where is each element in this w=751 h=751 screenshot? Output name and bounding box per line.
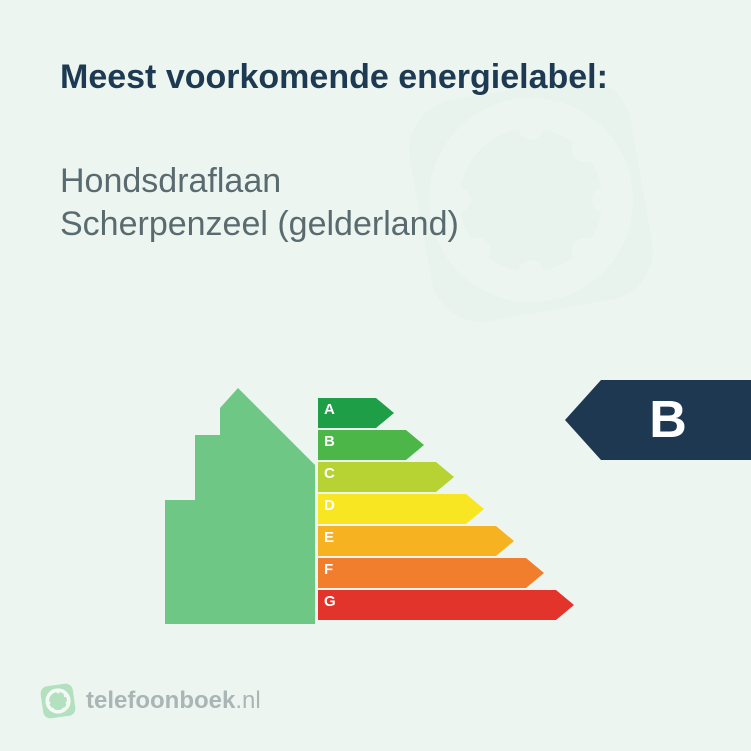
bar-label: E [324, 529, 334, 546]
bar-arrow [436, 462, 454, 492]
city-name: Scherpenzeel (gelderland) [60, 205, 459, 243]
result-badge: B [565, 380, 751, 460]
bar-arrow [376, 398, 394, 428]
bar-label: G [324, 593, 336, 610]
brand-logo-icon [40, 683, 76, 719]
street-name: Hondsdraflaan [60, 162, 281, 200]
badge-letter: B [601, 380, 751, 460]
bar-arrow [466, 494, 484, 524]
bar-label: F [324, 561, 333, 578]
bar-arrow [406, 430, 424, 460]
footer-brand: telefoonboek.nl [40, 683, 261, 719]
bar-body [318, 526, 496, 556]
bar-arrow [496, 526, 514, 556]
bar-label: C [324, 465, 335, 482]
bar-arrow [556, 590, 574, 620]
brand-tld: .nl [235, 687, 260, 714]
badge-arrow [565, 380, 601, 460]
bar-body [318, 558, 526, 588]
location-subtitle: Hondsdraflaan Scherpenzeel (gelderland) [60, 160, 459, 245]
bar-body [318, 462, 436, 492]
house-icon [160, 380, 320, 630]
brand-name: telefoonboek [86, 687, 235, 714]
bar-label: D [324, 497, 335, 514]
bar-label: B [324, 433, 335, 450]
page-title: Meest voorkomende energielabel: [60, 58, 608, 97]
bar-label: A [324, 401, 335, 418]
energy-label-chart: ABCDEFG [160, 380, 600, 640]
bar-body [318, 590, 556, 620]
brand-text: telefoonboek.nl [86, 687, 261, 715]
bar-body [318, 494, 466, 524]
bar-arrow [526, 558, 544, 588]
